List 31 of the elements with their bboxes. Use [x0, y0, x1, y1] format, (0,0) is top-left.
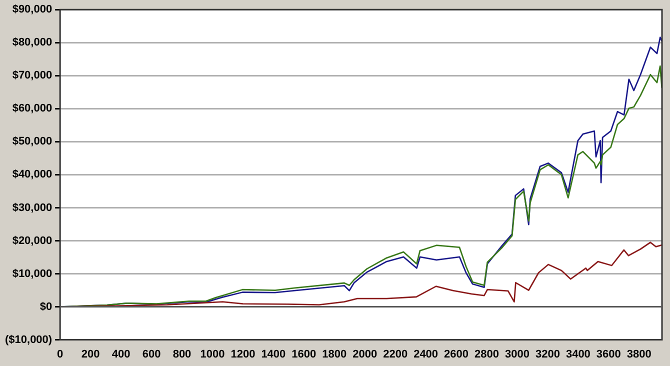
y-tick-label: $60,000 [12, 102, 52, 115]
x-tick-label: 2200 [383, 348, 408, 360]
x-tick-label: 1800 [322, 348, 347, 360]
x-tick-label: 3200 [535, 348, 560, 360]
y-tick-label: $90,000 [12, 4, 52, 16]
y-tick-label: $70,000 [12, 70, 52, 82]
x-tick-label: 3400 [566, 348, 590, 360]
y-tick-label: ($10,000) [4, 334, 52, 346]
x-tick-label: 1200 [230, 348, 256, 360]
x-tick-label: 1400 [261, 348, 286, 360]
x-tick-label: 1600 [292, 348, 316, 360]
y-tick-label: $30,000 [12, 202, 52, 214]
x-tick-label: 3800 [626, 348, 652, 360]
x-tick-label: 2400 [414, 348, 438, 360]
x-tick-label: 3600 [596, 348, 621, 360]
y-tick-label: $50,000 [12, 136, 52, 148]
x-tick-label: 800 [172, 348, 192, 360]
x-tick-label: 2600 [444, 348, 469, 360]
x-tick-label: 600 [142, 348, 161, 360]
x-tick-label: 2000 [352, 348, 378, 360]
x-tick-label: 400 [112, 348, 130, 360]
y-tick-label: $40,000 [12, 168, 52, 181]
x-tick-label: 200 [81, 348, 100, 360]
y-tick-label: $80,000 [12, 36, 52, 49]
y-tick-label: $10,000 [12, 268, 52, 280]
x-tick-label: 0 [57, 348, 64, 360]
x-tick-label: 2800 [474, 348, 499, 360]
y-tick-label: $0 [40, 300, 52, 313]
y-tick-label: $20,000 [12, 234, 52, 247]
x-tick-label: 3000 [504, 348, 530, 360]
x-tick-label: 1000 [200, 348, 225, 360]
